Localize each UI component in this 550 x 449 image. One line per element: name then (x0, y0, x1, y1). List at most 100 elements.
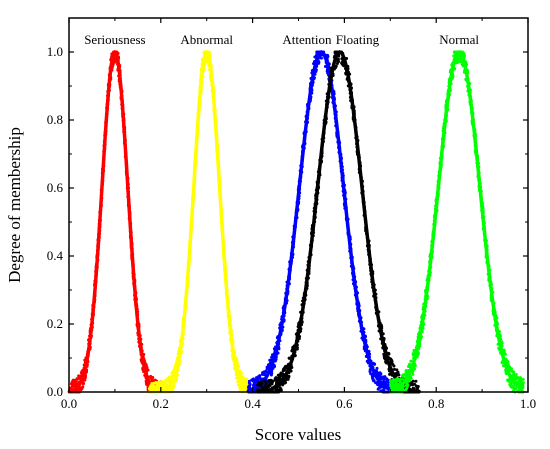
data-point (283, 381, 287, 385)
data-point (379, 375, 383, 379)
data-point (507, 379, 511, 383)
data-point (276, 373, 280, 377)
data-point (510, 385, 514, 389)
data-point (415, 387, 419, 391)
data-point (274, 377, 278, 381)
data-point (263, 371, 267, 375)
data-point (282, 368, 286, 372)
axis-ticks: 0.0 0.2 0.4 0.6 0.8 1.00.00.20.40.60.81.0 (47, 17, 536, 411)
data-point (510, 369, 514, 373)
data-point (72, 378, 76, 382)
series-label-attention: Attention (282, 32, 332, 47)
data-point (279, 371, 283, 375)
data-point (279, 374, 283, 378)
data-point (258, 383, 262, 387)
data-point (71, 381, 75, 385)
data-point (370, 372, 374, 376)
data-point (260, 372, 264, 376)
data-point (244, 380, 248, 384)
y-tick-label: 0.6 (47, 180, 64, 195)
data-point (404, 369, 408, 373)
data-point (113, 60, 117, 64)
data-point (455, 60, 459, 64)
data-point (157, 380, 161, 384)
data-point (257, 381, 261, 385)
series-line-seriousness (68, 49, 164, 394)
data-point (394, 378, 398, 382)
data-point (167, 376, 171, 380)
data-point (265, 380, 269, 384)
x-tick-label: 0.6 (336, 396, 353, 411)
data-point (165, 383, 169, 387)
data-point (270, 371, 274, 375)
x-tick-label: 0.4 (244, 396, 261, 411)
data-point (250, 378, 254, 382)
data-point (382, 375, 386, 379)
data-point (519, 376, 523, 380)
series-normal: Normal (388, 32, 525, 394)
series-line-normal (389, 50, 525, 393)
data-point (409, 359, 413, 363)
data-point (265, 385, 269, 389)
data-point (160, 381, 164, 385)
data-point (236, 383, 240, 387)
series-label-floating: Floating (336, 32, 380, 47)
data-point (390, 384, 394, 388)
data-point (247, 379, 251, 383)
series-label-seriousness: Seriousness (84, 32, 145, 47)
data-point (256, 375, 260, 379)
data-point (284, 364, 288, 368)
data-point (263, 384, 267, 388)
x-axis-title: Score values (255, 425, 341, 444)
data-point (170, 371, 174, 375)
data-point (409, 376, 413, 380)
data-point (239, 371, 243, 375)
data-point (248, 382, 252, 386)
data-point (260, 386, 264, 390)
data-point (371, 377, 375, 381)
data-point (452, 50, 456, 54)
data-point (278, 386, 282, 390)
data-point (163, 379, 167, 383)
data-point (388, 372, 392, 376)
y-tick-label: 0.8 (47, 112, 63, 127)
data-point (341, 63, 345, 67)
data-point (155, 382, 159, 386)
x-tick-label: 0.2 (153, 396, 169, 411)
series-line-floating (257, 50, 421, 394)
data-point (269, 378, 273, 382)
data-point (144, 381, 148, 385)
data-point (512, 386, 516, 390)
data-point (408, 383, 412, 387)
data-point (287, 356, 291, 360)
series-label-normal: Normal (439, 32, 479, 47)
y-tick-label: 1.0 (47, 44, 63, 59)
data-point (335, 61, 339, 65)
data-point (376, 387, 380, 391)
data-point (254, 380, 258, 384)
data-point (503, 352, 507, 356)
data-point (507, 365, 511, 369)
x-tick-label: 1.0 (520, 396, 536, 411)
data-point (514, 373, 518, 377)
data-point (391, 380, 395, 384)
plot-area: Seriousness Abnormal Attention Floating Norm… (67, 32, 525, 394)
series-seriousness: Seriousness (67, 32, 165, 394)
series-abnormal: Abnormal (147, 32, 252, 394)
data-point (392, 364, 396, 368)
data-point (175, 378, 179, 382)
series-line-abnormal (149, 49, 251, 394)
data-point (259, 377, 263, 381)
data-point (81, 382, 85, 386)
data-point (514, 376, 518, 380)
data-point (405, 385, 409, 389)
data-point (241, 378, 245, 382)
data-point (389, 379, 393, 383)
data-point (508, 383, 512, 387)
data-point (148, 386, 152, 390)
y-axis-title: Degree of membership (5, 127, 24, 283)
data-point (256, 383, 260, 387)
data-point (411, 372, 415, 376)
data-point (457, 54, 461, 58)
